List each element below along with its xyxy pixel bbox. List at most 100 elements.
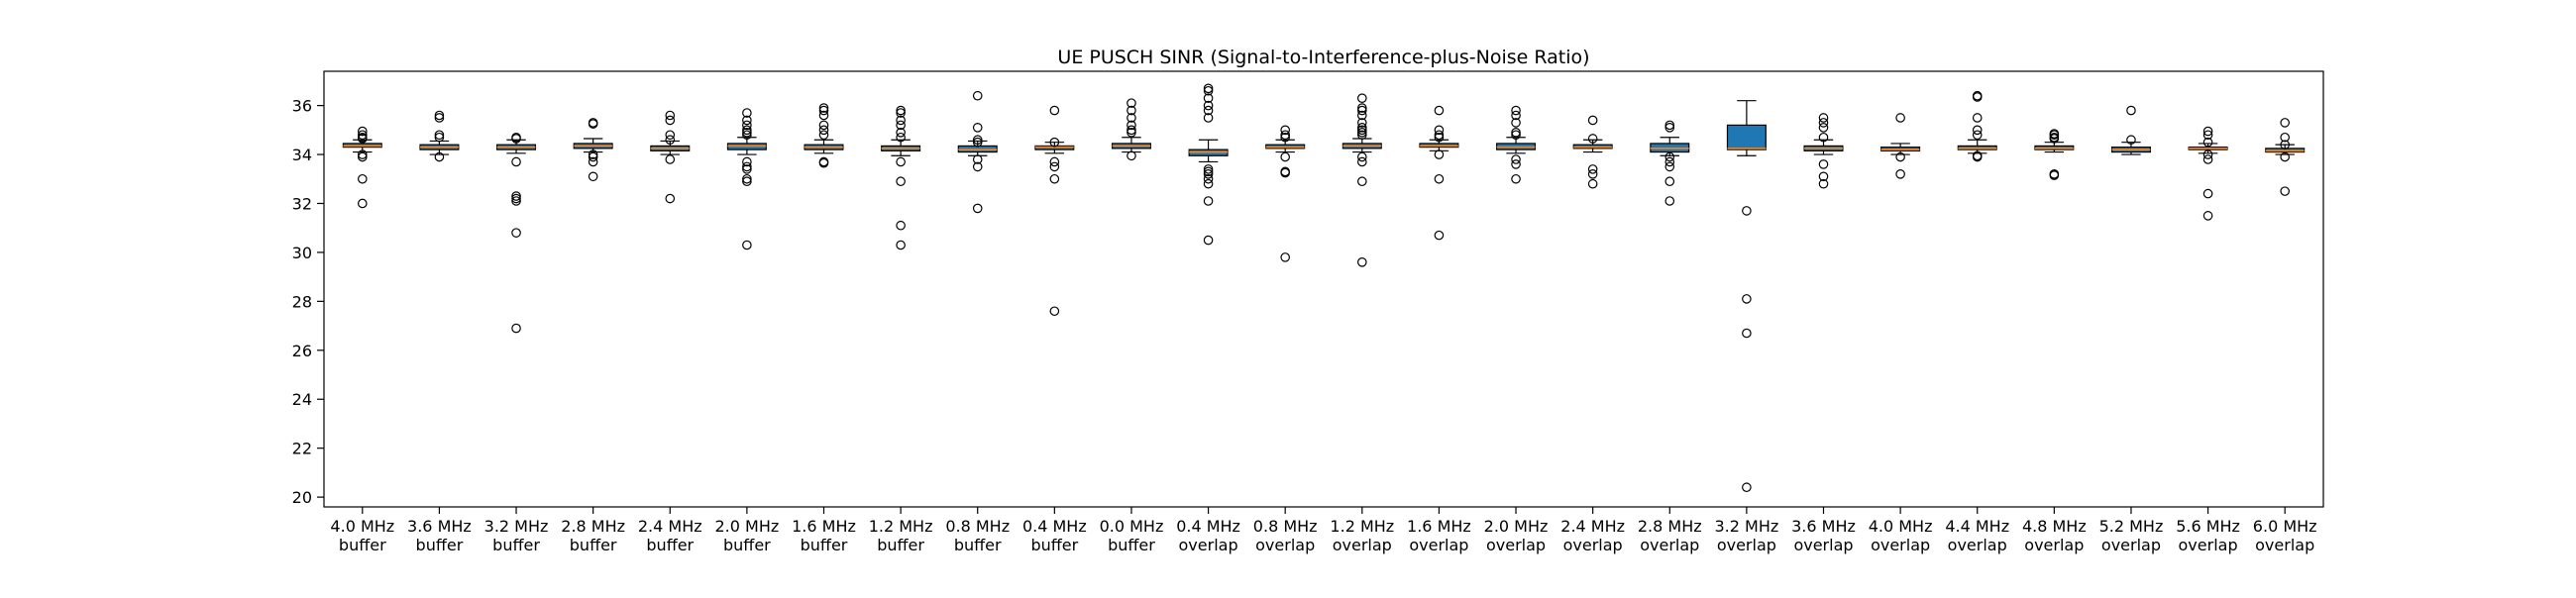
flier-point [1434,150,1445,159]
flier-point [588,171,598,182]
flier-point [434,110,445,121]
flier-point [434,113,445,123]
flier-point [1664,161,1675,172]
box-group [1496,105,1537,184]
flier-point [2280,132,2290,143]
flier-point [1972,92,1983,102]
x-tick-label: overlap [1563,536,1623,554]
flier-point [1357,110,1367,121]
flier-point [1742,206,1752,216]
box-group [1342,93,1382,267]
box-group [2110,105,2151,155]
y-tick-label: 36 [292,97,312,116]
box [1726,124,1767,150]
flier-point [1127,120,1136,131]
flier-point [2126,135,2136,146]
flier-point [1127,125,1136,136]
flier-point [1357,118,1367,128]
x-tick-label: overlap [1255,536,1315,554]
x-tick-label: overlap [1409,536,1468,554]
flier-point [1587,169,1598,179]
x-tick-label: 2.8 MHz [561,517,625,536]
flier-point [434,132,445,143]
flier-point [1434,230,1445,241]
flier-point [358,130,368,141]
x-tick-label: 0.4 MHz [1176,517,1240,536]
box-group [2188,126,2228,221]
flier-point [896,240,906,250]
flier-point [1280,130,1290,141]
x-tick-label: 1.6 MHz [792,517,856,536]
flier-point [1203,173,1214,184]
flier-point [972,135,983,146]
flier-point [1280,125,1290,136]
flier-point [896,120,906,131]
flier-point [1664,176,1675,187]
flier-point [434,151,445,162]
x-tick-label: 2.0 MHz [1484,517,1549,536]
flier-point [742,115,752,126]
flier-point [511,191,521,201]
flier-point [1434,132,1445,143]
flier-point [1357,93,1367,103]
flier-point [511,228,521,238]
x-tick-label: overlap [1871,536,1930,554]
x-tick-label: 2.0 MHz [715,517,780,536]
flier-point [1049,156,1060,167]
flier-point [1895,113,1905,123]
flier-point [972,90,983,101]
flier-point [358,134,368,144]
flier-point [1664,151,1675,162]
box-group [650,110,691,204]
x-tick-label: overlap [2255,536,2314,554]
flier-point [972,137,983,148]
flier-point [665,130,676,141]
y-tick-label: 30 [292,244,312,262]
flier-point [358,150,368,159]
flier-point [1587,178,1598,189]
x-tick-label: buffer [954,536,1002,554]
x-tick-label: 0.0 MHz [1100,517,1164,536]
y-tick-label: 22 [292,440,312,458]
flier-point [2280,186,2290,196]
flier-point [818,120,829,131]
x-tick-label: overlap [2101,536,2161,554]
x-tick-label: 5.6 MHz [2176,517,2240,536]
flier-point [1818,159,1829,169]
flier-point [2202,130,2213,141]
x-tick-label: overlap [2179,536,2238,554]
flier-point [1434,130,1445,141]
chart-title: UE PUSCH SINR (Signal-to-Interference-pl… [1057,47,1589,68]
flier-point [1127,127,1136,138]
x-tick-label: 4.4 MHz [1945,517,2009,536]
flier-point [896,176,906,187]
box-group [1650,120,1690,206]
flier-point [1742,294,1752,304]
flier-point [1203,166,1214,177]
x-tick-label: 6.0 MHz [2253,517,2317,536]
flier-point [1511,130,1521,141]
x-tick-label: 3.2 MHz [1715,517,1779,536]
flier-point [665,135,676,146]
flier-point [742,173,752,184]
x-tick-label: overlap [2024,536,2084,554]
flier-point [1434,125,1445,136]
flier-point [2202,150,2213,159]
flier-point [665,154,676,164]
box-group [1265,125,1306,262]
flier-point [1818,123,1829,133]
flier-point [896,220,906,231]
flier-point [1511,127,1521,138]
box-group [1034,105,1075,317]
flier-point [511,193,521,204]
flier-point [1357,123,1367,133]
x-tick-label: buffer [1030,536,1078,554]
flier-point [742,130,752,141]
flier-point [1127,150,1136,161]
flier-point [1664,120,1675,131]
flier-point [1587,164,1598,174]
flier-point [1203,100,1214,111]
flier-point [896,115,906,126]
